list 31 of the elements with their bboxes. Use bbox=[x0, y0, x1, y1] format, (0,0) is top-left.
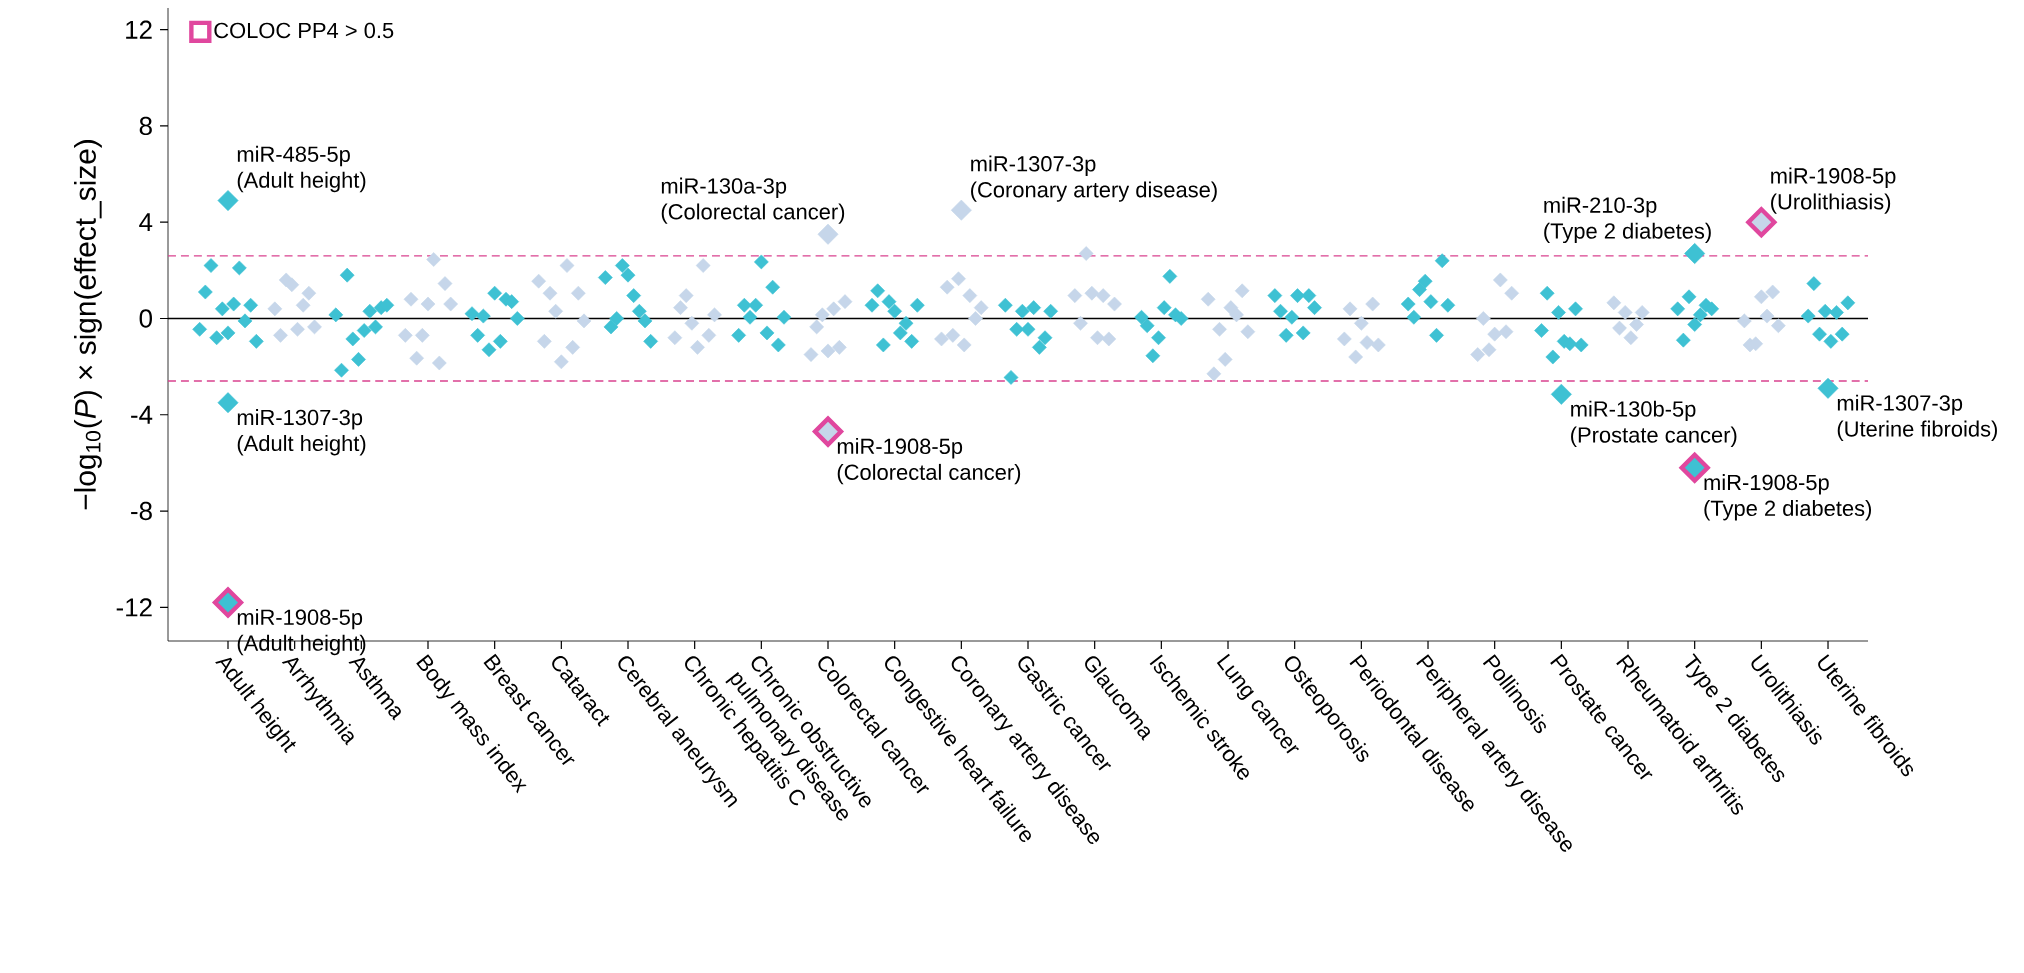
y-tick-label: -8 bbox=[131, 501, 152, 521]
annotation: (Prostate cancer) bbox=[1571, 426, 1737, 447]
annotation: (Colorectal cancer) bbox=[661, 203, 845, 224]
annotation: (Adult height) bbox=[237, 634, 366, 656]
annotation: (Colorectal cancer) bbox=[837, 463, 1021, 485]
y-tick-label: 4 bbox=[139, 213, 153, 232]
annotation: (Type 2 diabetes) bbox=[1544, 222, 1711, 244]
annotation: miR-1307-3p bbox=[1837, 394, 1963, 416]
annotation: miR-1908-5p bbox=[837, 437, 963, 459]
y-axis-title: −log$_{10}$(P) × sign(effect_size) bbox=[74, 140, 102, 510]
annotation: miR-130a-3p bbox=[661, 177, 787, 198]
y-tick-label: 12 bbox=[126, 20, 152, 39]
y-tick-label: 0 bbox=[139, 309, 152, 328]
annotation: miR-1307-3p bbox=[971, 155, 1096, 176]
y-tick-label: 8 bbox=[139, 116, 152, 136]
annotation: miR-130b-5p bbox=[1571, 400, 1696, 422]
annotation: miR-1307-3p bbox=[237, 409, 363, 430]
annotation: (Type 2 diabetes) bbox=[1704, 499, 1872, 521]
annotation: (Adult height) bbox=[237, 435, 366, 456]
annotation: miR-1908-5p bbox=[1771, 167, 1896, 188]
annotation: miR-210-3p bbox=[1544, 196, 1657, 218]
legend-label: COLOC PP4 > 0.5 bbox=[214, 22, 394, 39]
annotation: (Urolithiasis) bbox=[1771, 193, 1891, 214]
annotation: (Adult height) bbox=[237, 171, 366, 193]
annotation: miR-485-5p bbox=[237, 145, 350, 167]
annotation: miR-1908-5p bbox=[1704, 474, 1829, 495]
annotation: miR-1908-5p bbox=[237, 608, 363, 630]
y-tick-label: -4 bbox=[131, 405, 153, 424]
annotation: (Uterine fibroids) bbox=[1837, 420, 1997, 441]
y-tick-label: -12 bbox=[116, 598, 152, 617]
annotation: (Coronary artery disease) bbox=[971, 181, 1217, 202]
